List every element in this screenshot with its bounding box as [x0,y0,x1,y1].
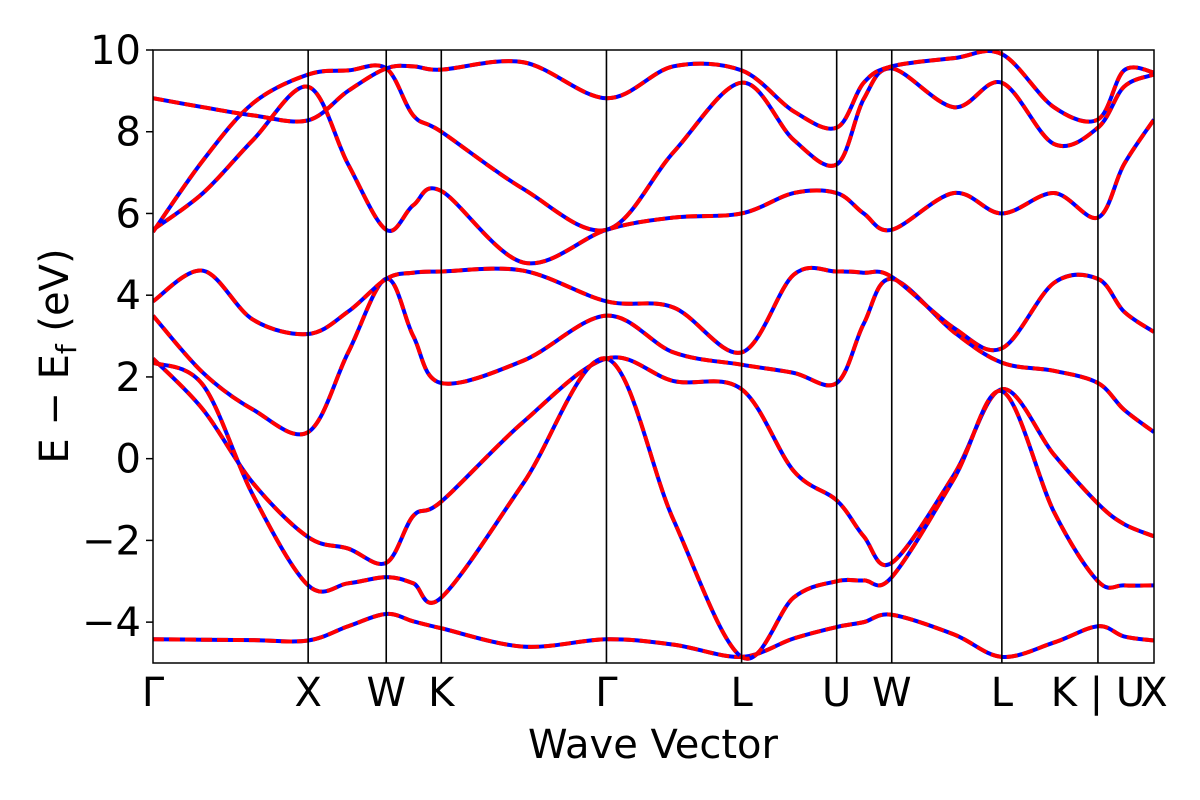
y-tick-label: 2 [116,355,141,401]
band-line-blue [153,84,1154,266]
x-tick-label: X [294,670,321,716]
y-tick-label: 4 [116,273,141,319]
x-tick-label: X [1140,670,1167,716]
band-line-red [153,84,1154,266]
band-line-blue [153,50,1154,131]
bands-layer [153,50,1154,661]
band-line-red [153,356,1154,661]
x-tick-label: K [428,670,456,716]
x-tick-label: K | U [1051,670,1145,716]
x-tick-label: Γ [595,670,618,716]
y-axis-title-subscript: f [50,343,83,354]
x-axis-title: Wave Vector [528,722,779,768]
x-tick-label: W [872,670,912,716]
band-line-red [153,265,1154,355]
y-axis-title: E − Ef (eV) [32,248,83,463]
band-line-blue [153,611,1154,659]
band-line-red [153,50,1154,131]
y-axis-title-main: E − E [32,354,78,464]
y-tick-label: 10 [90,28,141,74]
band-line-red [153,355,1154,568]
band-line-blue [153,356,1154,661]
y-axis-title-unit: (eV) [32,248,78,344]
x-tick-label: U [822,670,851,716]
y-tick-label: 0 [116,437,141,483]
band-line-red [153,611,1154,659]
band-line-blue [153,63,1154,234]
plot-frame [152,49,1155,664]
y-tick-label: −4 [82,600,141,646]
y-tick-label: −2 [82,518,141,564]
x-tick-label: L [730,670,753,716]
high-symmetry-lines [307,50,1099,663]
x-tick-label: W [366,670,406,716]
band-line-red [153,63,1154,234]
y-axis-ticks: −4 −2 0 2 4 6 8 10 [82,28,153,646]
band-line-red [153,276,1154,437]
y-tick-label: 6 [116,191,141,237]
y-tick-label: 8 [116,110,141,156]
x-tick-label: Γ [142,670,165,716]
x-tick-label: L [991,670,1014,716]
